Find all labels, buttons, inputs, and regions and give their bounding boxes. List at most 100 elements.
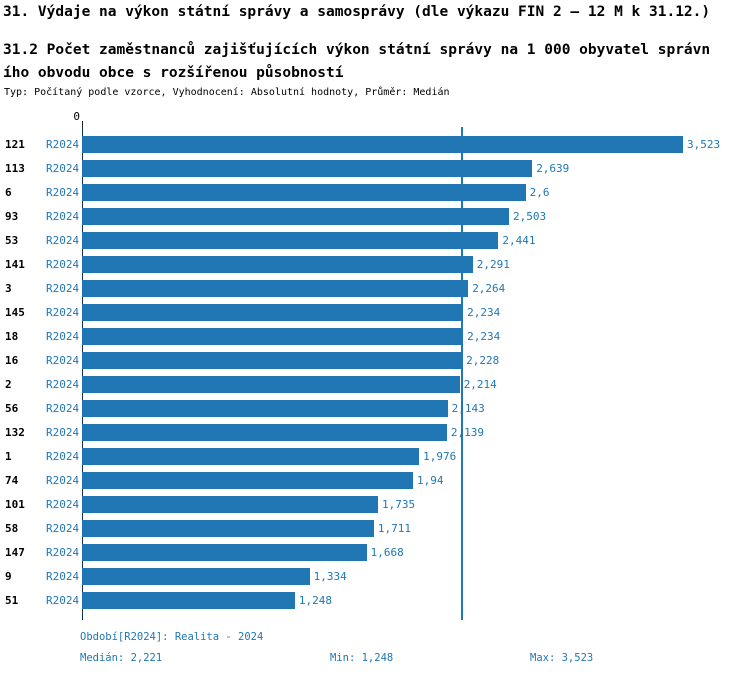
bar-track: 2,503 [82,207,750,225]
bar-value-label: 2,214 [463,377,497,391]
row-period-label: R2024 [46,305,80,319]
value-bar[interactable] [82,495,378,513]
footer-min-label: Min: 1,248 [330,652,394,664]
row-period-label: R2024 [46,545,80,559]
value-bar[interactable] [82,183,526,201]
chart-row: 18 R2024 2,234 [5,324,750,348]
bar-track: 1,668 [82,543,750,561]
row-id-label: 74 [5,473,19,487]
chart-row: 93 R2024 2,503 [5,204,750,228]
chart-row: 121 R2024 3,523 [5,132,750,156]
footer-period-label: Období[R2024]: Realita - 2024 [80,631,264,643]
bar-track: 1,94 [82,471,750,489]
value-bar[interactable] [82,471,413,489]
value-bar[interactable] [82,255,473,273]
y-axis-line [82,127,83,620]
bar-value-label: 1,248 [298,593,333,607]
row-id-label: 56 [5,401,19,415]
chart-row: 101 R2024 1,735 [5,492,750,516]
row-id-label: 101 [5,497,25,511]
bar-value-label: 2,264 [472,281,506,295]
row-period-label: R2024 [46,281,80,295]
chart-rows: 121 R2024 3,523 113 R2024 2,639 6 R2024 2,6 93 R20… [5,132,750,612]
bar-value-label: 1,976 [423,449,457,463]
chart-row: 2 R2024 2,214 [5,372,750,396]
indicator-meta: Typ: Počítaný podle vzorce, Vyhodnocení:… [4,87,450,98]
row-id-label: 145 [5,305,25,319]
chart-row: 56 R2024 2,143 [5,396,750,420]
row-period-label: R2024 [46,137,80,151]
median-line [460,127,463,620]
chart-row: 74 R2024 1,94 [5,468,750,492]
bar-track: 1,976 [82,447,750,465]
row-period-label: R2024 [46,401,80,415]
row-period-label: R2024 [46,497,80,511]
row-period-label: R2024 [46,521,80,535]
value-bar[interactable] [82,423,447,441]
value-bar[interactable] [82,351,463,369]
chart-row: 53 R2024 2,441 [5,228,750,252]
bar-track: 1,711 [82,519,750,537]
bar-track: 2,228 [82,351,750,369]
row-id-label: 2 [5,377,12,391]
chart-row: 132 R2024 2,139 [5,420,750,444]
row-id-label: 113 [5,161,25,175]
chart-row: 1 R2024 1,976 [5,444,750,468]
value-bar[interactable] [82,375,460,393]
bar-track: 2,264 [82,279,750,297]
chart-row: 147 R2024 1,668 [5,540,750,564]
value-bar[interactable] [82,447,420,465]
page-title: 31. Výdaje na výkon státní správy a samo… [3,4,711,20]
chart-row: 6 R2024 2,6 [5,180,750,204]
value-bar[interactable] [82,519,374,537]
value-bar[interactable] [82,207,509,225]
bar-track: 2,139 [82,423,750,441]
value-bar[interactable] [82,159,533,177]
value-bar[interactable] [82,279,469,297]
value-bar[interactable] [82,231,499,249]
row-period-label: R2024 [46,593,80,607]
chart-plot [82,127,749,620]
bar-value-label: 1,735 [382,497,416,511]
bar-track: 1,248 [82,591,750,609]
bar-value-label: 2,139 [450,425,485,439]
row-period-label: R2024 [46,425,80,439]
row-id-label: 93 [5,209,19,223]
bar-track: 2,234 [82,327,750,345]
bar-value-label: 2,228 [466,353,500,367]
value-bar[interactable] [82,399,448,417]
chart-row: 3 R2024 2,264 [5,276,750,300]
row-id-label: 16 [5,353,19,367]
row-id-label: 1 [5,449,12,463]
row-period-label: R2024 [46,161,80,175]
x-axis-zero-label: 0 [73,110,80,123]
row-period-label: R2024 [46,209,80,223]
row-id-label: 9 [5,569,12,583]
row-id-label: 132 [5,425,25,439]
row-id-label: 141 [5,257,25,271]
row-period-label: R2024 [46,257,80,271]
row-period-label: R2024 [46,449,80,463]
value-bar[interactable] [82,543,367,561]
value-bar[interactable] [82,327,464,345]
bar-value-label: 1,668 [370,545,404,559]
chart-row: 9 R2024 1,334 [5,564,750,588]
chart-row: 145 R2024 2,234 [5,300,750,324]
bar-track: 1,735 [82,495,750,513]
footer-max-label: Max: 3,523 [530,652,594,664]
chart-row: 141 R2024 2,291 [5,252,750,276]
value-bar[interactable] [82,135,683,153]
bar-track: 2,6 [82,183,750,201]
bar-track: 1,334 [82,567,750,585]
bar-value-label: 2,441 [502,233,536,247]
chart-row: 16 R2024 2,228 [5,348,750,372]
bar-track: 3,523 [82,135,750,153]
value-bar[interactable] [82,567,310,585]
value-bar[interactable] [82,591,295,609]
bar-track: 2,639 [82,159,750,177]
row-id-label: 147 [5,545,25,559]
bar-value-label: 2,234 [467,329,501,343]
value-bar[interactable] [82,303,464,321]
row-id-label: 58 [5,521,19,535]
row-id-label: 53 [5,233,19,247]
